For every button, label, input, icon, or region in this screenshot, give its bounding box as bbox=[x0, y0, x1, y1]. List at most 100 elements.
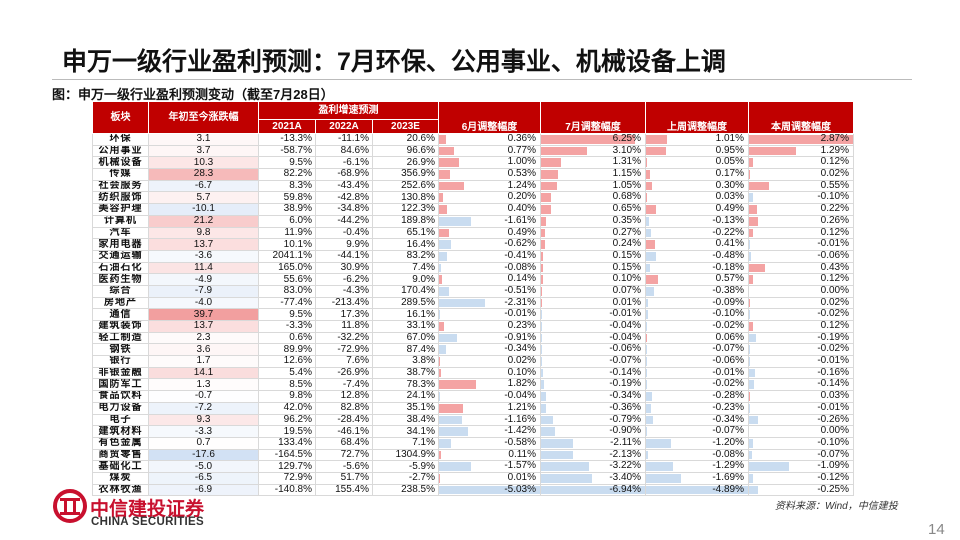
table-cell: -0.23% bbox=[645, 401, 750, 415]
growth-value: -34.8% bbox=[337, 203, 369, 215]
bar-cell: -1.61% bbox=[439, 216, 540, 226]
bar-cell: -0.51% bbox=[439, 286, 540, 296]
table-cell: 17.3% bbox=[315, 308, 373, 321]
table-cell: -0.06% bbox=[645, 355, 750, 368]
adjust-value: -1.57% bbox=[504, 460, 537, 472]
adjust-value: 0.01% bbox=[507, 472, 537, 483]
adjust-value: -0.13% bbox=[712, 215, 745, 226]
adjust-value: -0.06% bbox=[712, 355, 745, 367]
table-cell: -0.06% bbox=[748, 249, 855, 263]
adjust-value: -1.69% bbox=[712, 472, 745, 483]
data-bar bbox=[541, 380, 544, 390]
table-cell: 2.87% bbox=[748, 133, 855, 146]
table-cell: 0.65% bbox=[540, 203, 647, 216]
growth-value: 38.9% bbox=[283, 203, 312, 215]
data-bar bbox=[646, 415, 654, 425]
growth-value: -28.4% bbox=[337, 414, 369, 425]
table-cell: 0.6% bbox=[258, 331, 316, 345]
table-cell: 7.4% bbox=[371, 261, 440, 275]
data-bar bbox=[646, 275, 658, 284]
bar-cell: 0.41% bbox=[646, 240, 748, 250]
table-cell: 30.9% bbox=[315, 261, 373, 275]
growth-value: 0.6% bbox=[289, 332, 312, 344]
growth-value: -0.4% bbox=[342, 227, 369, 238]
growth-value: 78.3% bbox=[406, 378, 436, 390]
table-cell: 1.01% bbox=[645, 133, 750, 146]
table-row: 国防军工 1.3 8.5% -7.4% 78.3% 1.82% -0.19% -0.02% -0… bbox=[92, 378, 855, 392]
logo-subtext: CHINA SECURITIES bbox=[91, 516, 204, 528]
growth-value: -6.2% bbox=[342, 273, 369, 285]
table-cell: 20.6% bbox=[371, 133, 440, 146]
bar-cell: 0.27% bbox=[541, 228, 645, 238]
table-row: 汽车 9.8 11.9% -0.4% 65.1% 0.49% 0.27% -0.22% 0.12… bbox=[92, 226, 855, 240]
growth-value: 42.0% bbox=[283, 402, 312, 414]
table-cell: 11.8% bbox=[315, 320, 373, 333]
data-bar bbox=[541, 322, 542, 331]
growth-value: 356.9% bbox=[401, 168, 436, 180]
growth-value: 130.8% bbox=[401, 191, 436, 203]
growth-value: 65.1% bbox=[406, 227, 436, 238]
growth-value: 7.1% bbox=[412, 437, 436, 449]
table-cell: 汽车 bbox=[92, 226, 149, 240]
table-row: 通信 39.7 9.5% 17.3% 16.1% -0.01% -0.01% -0.10% -0… bbox=[92, 308, 855, 321]
table-cell: -213.4% bbox=[315, 296, 373, 310]
sector-name: 汽车 bbox=[109, 227, 132, 238]
table-cell: -68.9% bbox=[315, 168, 373, 181]
data-bar bbox=[541, 193, 552, 203]
adjust-value: -0.07% bbox=[712, 343, 745, 355]
bar-cell: -2.13% bbox=[541, 450, 645, 460]
table-cell: -0.01% bbox=[748, 355, 855, 368]
data-bar bbox=[541, 485, 645, 495]
adjust-value: -0.25% bbox=[817, 484, 850, 495]
table-cell: 建筑装饰 bbox=[92, 320, 149, 333]
bar-cell: 0.06% bbox=[646, 333, 748, 343]
adjust-value: 0.14% bbox=[507, 273, 537, 285]
adjust-value: 1.05% bbox=[612, 180, 642, 191]
data-bar bbox=[439, 462, 471, 471]
data-bar bbox=[541, 345, 542, 355]
table-cell: 59.8% bbox=[258, 191, 316, 205]
table-cell: 238.5% bbox=[371, 483, 440, 497]
bar-cell: -0.28% bbox=[646, 392, 748, 402]
table-cell: 38.4% bbox=[371, 413, 440, 427]
bar-cell: 0.43% bbox=[749, 263, 853, 273]
sector-name: 美容护理 bbox=[98, 203, 143, 215]
bar-cell: 0.57% bbox=[646, 275, 748, 285]
table-cell: 165.0% bbox=[258, 261, 316, 275]
table-cell: -0.41% bbox=[438, 249, 542, 263]
table-cell: -0.26% bbox=[748, 413, 855, 427]
growth-value: 170.4% bbox=[401, 285, 436, 297]
adjust-value: 0.26% bbox=[820, 215, 850, 226]
table-cell: -0.48% bbox=[645, 249, 750, 263]
data-bar bbox=[646, 345, 648, 355]
bar-cell: 2.87% bbox=[749, 134, 853, 144]
adjust-value: 0.35% bbox=[612, 215, 642, 226]
table-cell: -0.58% bbox=[438, 436, 542, 450]
bar-cell: -6.94% bbox=[541, 485, 645, 495]
table-cell: 9.0% bbox=[371, 273, 440, 286]
sector-name: 国防军工 bbox=[98, 378, 143, 390]
table-cell: 0.30% bbox=[645, 179, 750, 193]
table-cell: 0.43% bbox=[748, 261, 855, 275]
bar-cell: 1.21% bbox=[439, 403, 540, 413]
adjust-value: -0.08% bbox=[504, 262, 537, 273]
ytd-value: -10.1 bbox=[192, 203, 215, 215]
bar-cell: -0.14% bbox=[749, 380, 853, 390]
sector-name: 煤炭 bbox=[109, 472, 132, 484]
table-cell: 0.12% bbox=[748, 156, 855, 170]
adjust-value: -0.04% bbox=[609, 332, 642, 343]
adjust-value: 0.03% bbox=[715, 191, 745, 203]
adjust-value: -2.31% bbox=[504, 297, 537, 308]
table-cell: 2.3 bbox=[148, 331, 259, 345]
table-cell: -0.14% bbox=[748, 378, 855, 392]
table-cell: -0.02% bbox=[748, 343, 855, 357]
bar-cell: 0.03% bbox=[646, 191, 748, 203]
growth-value: 129.7% bbox=[278, 460, 312, 472]
data-bar bbox=[749, 462, 789, 471]
data-bar bbox=[439, 415, 463, 425]
adjust-value: -0.19% bbox=[817, 332, 850, 343]
adjust-value: 0.36% bbox=[507, 133, 537, 144]
data-bar bbox=[439, 392, 440, 401]
ytd-value: -6.9 bbox=[194, 484, 213, 495]
header-cell: 2021A bbox=[258, 119, 316, 134]
